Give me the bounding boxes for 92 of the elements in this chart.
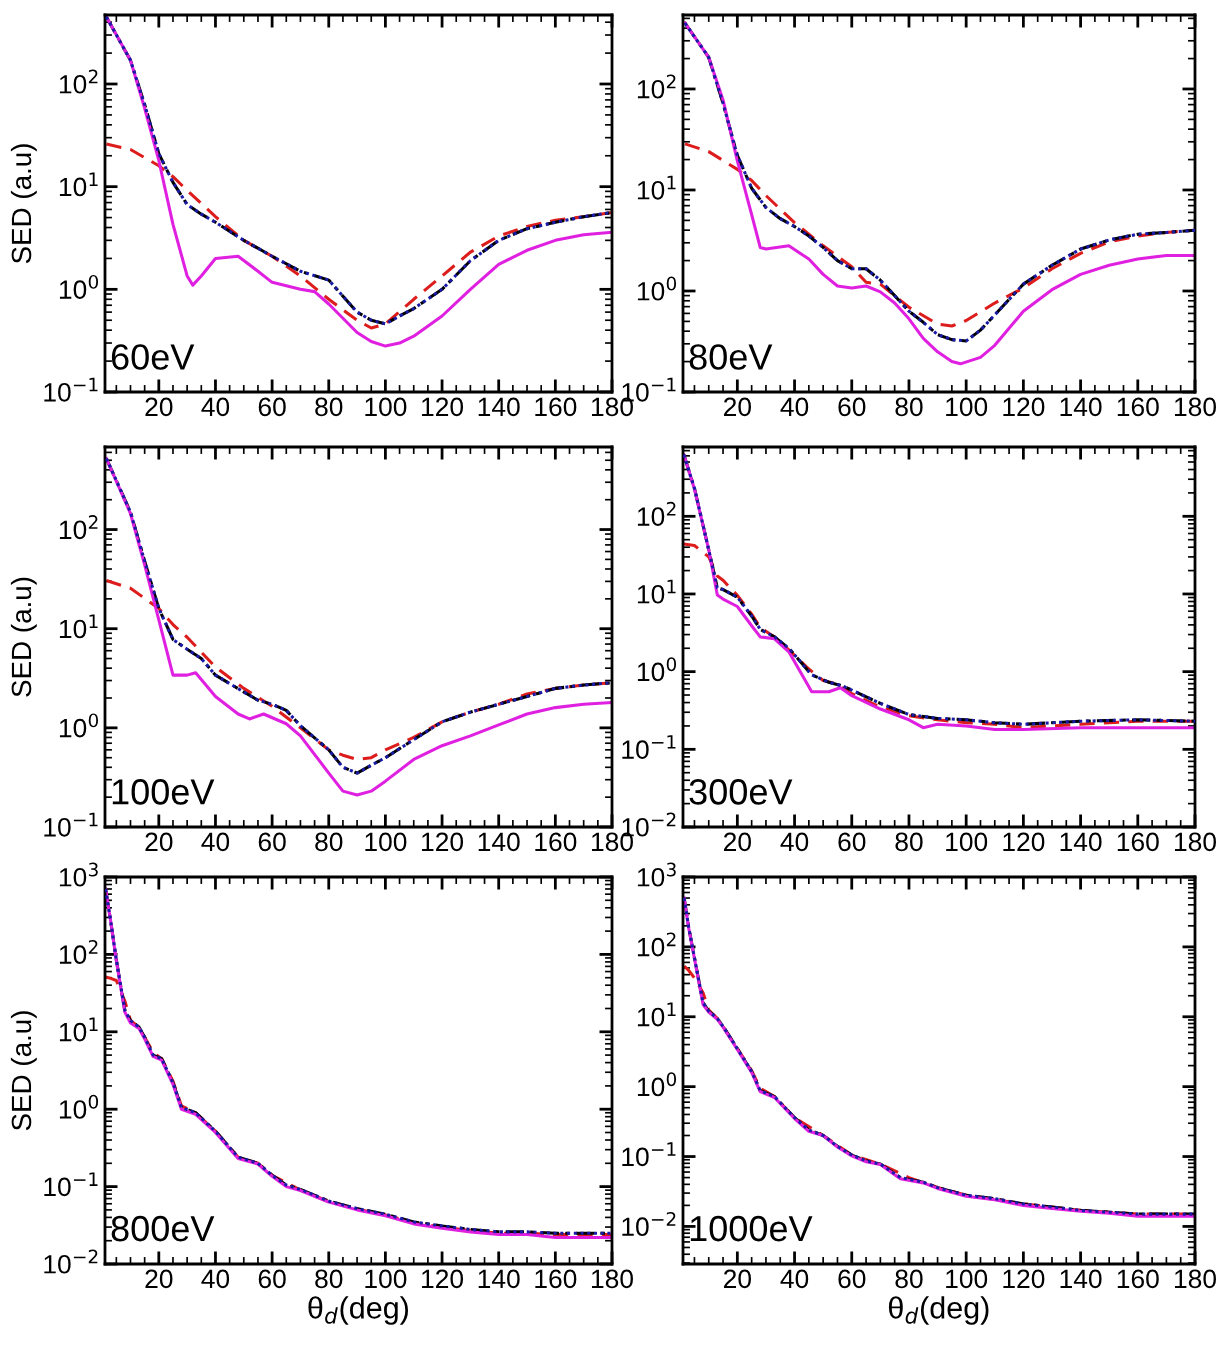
y-axis-title: SED (a.u) bbox=[10, 1011, 37, 1131]
y-tick-label: 10$^{0}$ bbox=[59, 274, 99, 299]
x-tick-label: 60 bbox=[838, 1269, 866, 1289]
x-tick-label: 180 bbox=[1175, 397, 1216, 417]
x-tick-label: 100 bbox=[946, 832, 988, 852]
x-tick-label: 180 bbox=[592, 1269, 633, 1289]
y-tick-label: 10$^{2}$ bbox=[59, 515, 98, 540]
line-series bbox=[105, 142, 612, 330]
x-tick-label: 20 bbox=[145, 397, 173, 417]
x-tick-label: 140 bbox=[1060, 832, 1102, 852]
line-series bbox=[683, 542, 1195, 730]
x-tick-label: 40 bbox=[201, 397, 230, 417]
annotation: 800eV bbox=[111, 1215, 215, 1242]
x-tick-label: 120 bbox=[422, 1269, 464, 1289]
y-tick-label: 10$^{−1}$ bbox=[44, 377, 98, 402]
y-tick-label: 10$^{3}$ bbox=[59, 862, 98, 887]
x-tick-label: 140 bbox=[1060, 397, 1102, 417]
x-tick-label: 80 bbox=[895, 832, 923, 852]
x-tick-label: 80 bbox=[895, 1269, 923, 1289]
x-tick-label: 80 bbox=[895, 397, 923, 417]
x-tick-label: 140 bbox=[478, 832, 520, 852]
y-tick-label: 10$^{2}$ bbox=[59, 69, 98, 94]
y-tick-label: 10$^{2}$ bbox=[637, 74, 676, 99]
y-tick-label: 10$^{2}$ bbox=[59, 939, 98, 965]
annotation: 1000eV bbox=[690, 1215, 813, 1242]
x-tick-label: 20 bbox=[724, 1269, 751, 1289]
x-axis-title: θ$_{d}$(deg) bbox=[308, 1296, 408, 1325]
x-tick-label: 160 bbox=[1117, 1269, 1159, 1289]
x-tick-label: 60 bbox=[838, 832, 866, 852]
x-tick-label: 60 bbox=[838, 397, 866, 417]
annotation: 100eV bbox=[112, 779, 215, 805]
x-tick-label: 80 bbox=[315, 397, 343, 417]
y-tick-label: 10$^{1}$ bbox=[637, 1002, 676, 1027]
y-tick-label: 10$^{0}$ bbox=[637, 276, 677, 301]
x-tick-label: 120 bbox=[1003, 397, 1045, 417]
x-tick-label: 160 bbox=[535, 1269, 577, 1289]
annotation: 60eV bbox=[111, 344, 195, 370]
y-tick-label: 10$^{1}$ bbox=[59, 172, 98, 197]
x-tick-label: 100 bbox=[365, 832, 407, 852]
x-tick-label: 120 bbox=[1003, 832, 1045, 852]
y-tick-label: 10$^{0}$ bbox=[59, 1094, 99, 1119]
x-tick-label: 160 bbox=[1117, 832, 1159, 852]
x-tick-label: 20 bbox=[724, 832, 751, 852]
x-tick-label: 40 bbox=[201, 1269, 230, 1289]
y-tick-label: 10$^{2}$ bbox=[637, 932, 676, 957]
y-tick-label: 10$^{2}$ bbox=[637, 501, 676, 526]
y-tick-label: 10$^{−1}$ bbox=[622, 735, 676, 759]
x-tick-label: 60 bbox=[258, 397, 286, 417]
y-tick-label: 10$^{−2}$ bbox=[622, 1211, 676, 1237]
annotation: 80eV bbox=[689, 344, 773, 370]
x-tick-label: 140 bbox=[478, 1269, 520, 1289]
annotation: 300eV bbox=[689, 779, 793, 805]
y-tick-label: 10$^{−1}$ bbox=[44, 1172, 98, 1197]
x-tick-label: 120 bbox=[422, 832, 464, 852]
x-tick-label: 40 bbox=[780, 832, 809, 852]
x-tick-label: 100 bbox=[946, 397, 988, 417]
y-tick-label: 10$^{1}$ bbox=[59, 614, 98, 639]
y-tick-label: 10$^{0}$ bbox=[637, 657, 677, 682]
y-axis-title: SED (a.u) bbox=[10, 577, 37, 697]
x-tick-label: 120 bbox=[1003, 1269, 1045, 1289]
y-tick-label: 10$^{−2}$ bbox=[44, 1249, 98, 1274]
x-axis-title: θ$_{d}$(deg) bbox=[888, 1296, 989, 1325]
x-tick-label: 140 bbox=[1060, 1269, 1102, 1289]
x-tick-label: 180 bbox=[1175, 832, 1216, 852]
x-tick-label: 60 bbox=[258, 1269, 286, 1289]
x-tick-label: 80 bbox=[315, 832, 343, 852]
x-tick-label: 20 bbox=[724, 397, 751, 417]
x-tick-label: 40 bbox=[201, 832, 230, 852]
x-tick-label: 40 bbox=[780, 1269, 809, 1289]
x-tick-label: 40 bbox=[780, 397, 809, 417]
x-tick-label: 100 bbox=[365, 397, 407, 417]
y-tick-label: 10$^{1}$ bbox=[59, 1017, 98, 1042]
x-tick-label: 160 bbox=[1117, 397, 1159, 417]
y-tick-label: 10$^{−1}$ bbox=[44, 812, 98, 837]
x-tick-label: 160 bbox=[535, 397, 577, 417]
y-tick-label: 10$^{3}$ bbox=[637, 862, 676, 887]
y-tick-label: 10$^{0}$ bbox=[637, 1072, 677, 1097]
x-tick-label: 120 bbox=[422, 397, 464, 417]
y-tick-label: 10$^{1}$ bbox=[637, 579, 676, 604]
x-tick-label: 20 bbox=[145, 1269, 173, 1289]
y-tick-label: 10$^{−1}$ bbox=[622, 1142, 676, 1167]
x-tick-label: 100 bbox=[365, 1269, 407, 1289]
x-tick-label: 60 bbox=[258, 832, 286, 852]
x-tick-label: 20 bbox=[145, 832, 173, 852]
y-axis-title: SED (a.u) bbox=[10, 144, 37, 264]
x-tick-label: 140 bbox=[478, 397, 520, 417]
x-tick-label: 160 bbox=[535, 832, 577, 852]
y-tick-label: 10$^{0}$ bbox=[59, 713, 99, 738]
x-tick-label: 180 bbox=[1175, 1269, 1216, 1289]
y-tick-label: 10$^{1}$ bbox=[637, 175, 676, 200]
x-tick-label: 80 bbox=[315, 1269, 343, 1289]
x-tick-label: 100 bbox=[946, 1269, 988, 1289]
